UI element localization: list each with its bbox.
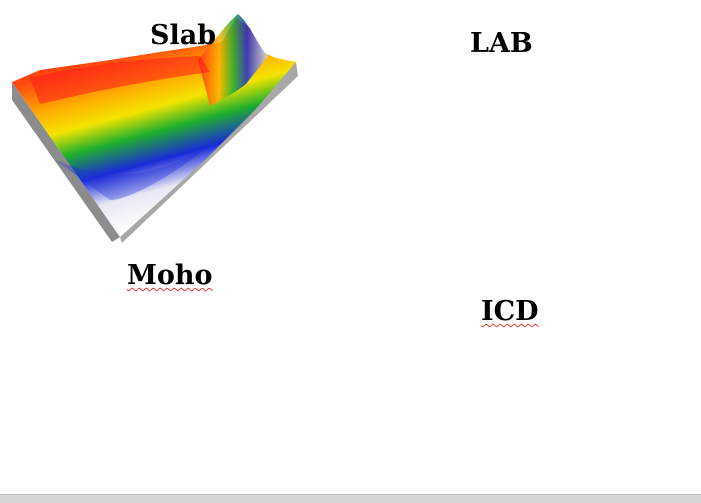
label-lab: LAB bbox=[470, 28, 533, 59]
label-moho: Moho bbox=[127, 260, 213, 291]
panel-slab bbox=[12, 14, 298, 243]
label-slab: Slab bbox=[150, 20, 217, 51]
window-bottom-edge bbox=[0, 494, 701, 503]
label-icd: ICD bbox=[481, 296, 539, 327]
slab-left-side bbox=[12, 82, 120, 242]
slab-ridge bbox=[198, 14, 268, 106]
slab-red-band bbox=[30, 56, 210, 104]
slab-blue-band bbox=[55, 140, 215, 200]
